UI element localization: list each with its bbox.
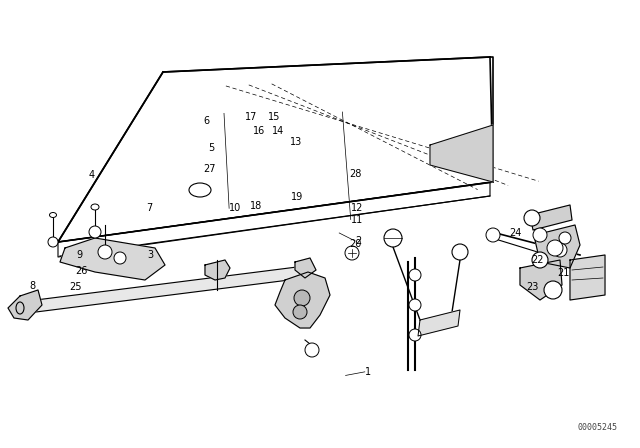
Polygon shape [60, 238, 165, 280]
Circle shape [409, 269, 421, 281]
Text: 28: 28 [349, 169, 361, 179]
Polygon shape [418, 310, 460, 336]
Text: 1: 1 [365, 367, 371, 377]
Polygon shape [535, 225, 580, 268]
Polygon shape [430, 125, 493, 182]
Text: 23: 23 [526, 282, 538, 292]
Circle shape [409, 329, 421, 341]
Text: 00005245: 00005245 [578, 423, 618, 432]
Circle shape [533, 228, 547, 242]
Text: 11: 11 [351, 215, 363, 224]
Text: 20: 20 [349, 239, 361, 249]
Text: 16: 16 [253, 126, 265, 136]
Text: 18: 18 [250, 201, 262, 211]
Text: 21: 21 [557, 268, 569, 278]
Circle shape [409, 299, 421, 311]
Circle shape [98, 245, 112, 259]
Text: 9: 9 [77, 250, 83, 260]
Polygon shape [520, 260, 562, 300]
Polygon shape [295, 258, 316, 278]
Text: 15: 15 [268, 112, 280, 122]
Ellipse shape [16, 302, 24, 314]
Text: 13: 13 [290, 138, 302, 147]
Text: 14: 14 [272, 126, 284, 136]
Text: 24: 24 [509, 228, 521, 238]
Text: 5: 5 [208, 143, 214, 153]
Text: 27: 27 [204, 164, 216, 174]
Circle shape [486, 228, 500, 242]
Circle shape [294, 290, 310, 306]
Circle shape [345, 246, 359, 260]
Circle shape [452, 244, 468, 260]
Circle shape [114, 252, 126, 264]
Circle shape [544, 281, 562, 299]
Text: 4: 4 [88, 170, 95, 180]
Polygon shape [530, 205, 572, 230]
Circle shape [559, 232, 571, 244]
Polygon shape [570, 255, 605, 300]
Circle shape [89, 226, 101, 238]
Text: 7: 7 [146, 203, 152, 213]
Polygon shape [58, 57, 493, 242]
Circle shape [553, 243, 567, 257]
Polygon shape [58, 182, 490, 257]
Text: 10: 10 [229, 203, 241, 213]
Ellipse shape [91, 204, 99, 210]
Text: 8: 8 [29, 281, 36, 291]
Circle shape [48, 237, 58, 247]
Circle shape [384, 229, 402, 247]
Circle shape [305, 343, 319, 357]
Text: 19: 19 [291, 192, 303, 202]
Polygon shape [205, 260, 230, 280]
Text: 12: 12 [351, 203, 363, 213]
Circle shape [524, 210, 540, 226]
Polygon shape [20, 266, 305, 314]
Text: 2: 2 [355, 236, 362, 246]
Circle shape [532, 252, 548, 268]
Circle shape [293, 305, 307, 319]
Text: 3: 3 [147, 250, 154, 260]
Text: 26: 26 [76, 266, 88, 276]
Circle shape [547, 240, 563, 256]
Polygon shape [275, 272, 330, 328]
Text: 22: 22 [531, 255, 544, 265]
Ellipse shape [49, 212, 56, 217]
Text: 17: 17 [245, 112, 257, 122]
Text: 6: 6 [204, 116, 210, 126]
Polygon shape [8, 290, 42, 320]
Text: 25: 25 [69, 282, 82, 292]
